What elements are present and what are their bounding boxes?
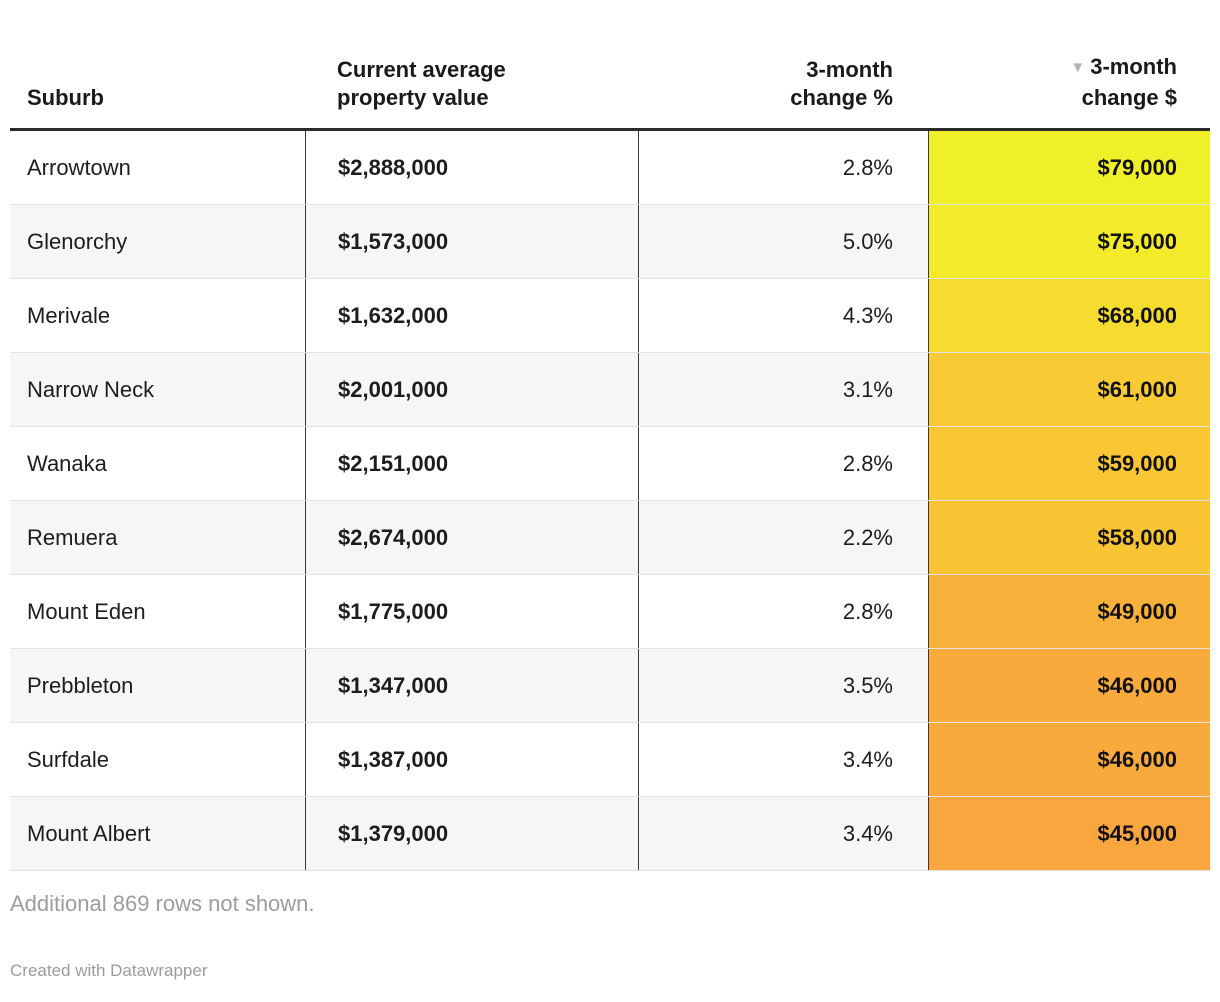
column-header-change-dollar[interactable]: ▼ 3-month change $ — [928, 53, 1210, 128]
cell-current-value: $2,888,000 — [305, 131, 638, 204]
table-row: Remuera $2,674,000 2.2% $58,000 — [10, 501, 1210, 575]
cell-change-dollar: $79,000 — [928, 131, 1210, 204]
cell-suburb: Prebbleton — [27, 672, 134, 698]
table-row: Merivale $1,632,000 4.3% $68,000 — [10, 279, 1210, 353]
cell-change-pct: 3.4% — [638, 797, 928, 870]
cell-current-value: $1,379,000 — [305, 797, 638, 870]
cell-change-pct: 3.4% — [638, 723, 928, 796]
table-row: Mount Eden $1,775,000 2.8% $49,000 — [10, 575, 1210, 649]
property-value-table: Suburb Current average property value 3-… — [10, 0, 1210, 871]
datawrapper-credit-link[interactable]: Created with Datawrapper — [10, 961, 208, 980]
cell-change-pct: 4.3% — [638, 279, 928, 352]
table-row: Glenorchy $1,573,000 5.0% $75,000 — [10, 205, 1210, 279]
table-row: Prebbleton $1,347,000 3.5% $46,000 — [10, 649, 1210, 723]
cell-suburb: Glenorchy — [27, 228, 128, 254]
cell-change-dollar: $68,000 — [928, 279, 1210, 352]
cell-suburb: Wanaka — [27, 450, 107, 476]
table-row: Wanaka $2,151,000 2.8% $59,000 — [10, 427, 1210, 501]
column-header-current-value-line1: Current average — [337, 57, 506, 82]
cell-current-value: $2,674,000 — [305, 501, 638, 574]
cell-current-value: $2,151,000 — [305, 427, 638, 500]
cell-change-pct: 3.5% — [638, 649, 928, 722]
table-row: Narrow Neck $2,001,000 3.1% $61,000 — [10, 353, 1210, 427]
table-row: Mount Albert $1,379,000 3.4% $45,000 — [10, 797, 1210, 871]
column-header-change-pct-line2: change % — [790, 85, 893, 110]
column-header-change-dollar-line2: change $ — [1081, 85, 1177, 110]
cell-change-dollar: $45,000 — [928, 797, 1210, 870]
column-header-change-pct[interactable]: 3-month change % — [638, 56, 928, 128]
cell-suburb: Merivale — [27, 302, 111, 328]
cell-current-value: $1,632,000 — [305, 279, 638, 352]
cell-suburb: Mount Eden — [27, 598, 146, 624]
cell-change-dollar: $46,000 — [928, 649, 1210, 722]
rows-not-shown-note: Additional 869 rows not shown. — [10, 891, 315, 916]
column-header-current-value-line2: property value — [337, 85, 489, 110]
cell-change-pct: 5.0% — [638, 205, 928, 278]
sort-descending-icon: ▼ — [1070, 59, 1086, 76]
cell-suburb: Arrowtown — [27, 154, 131, 180]
cell-change-dollar: $59,000 — [928, 427, 1210, 500]
cell-change-pct: 2.8% — [638, 427, 928, 500]
column-header-change-pct-line1: 3-month — [806, 57, 893, 82]
cell-change-pct: 2.8% — [638, 131, 928, 204]
column-header-change-dollar-line1: 3-month — [1090, 54, 1177, 79]
cell-suburb: Narrow Neck — [27, 376, 155, 402]
cell-change-pct: 2.8% — [638, 575, 928, 648]
column-header-suburb-label: Suburb — [27, 85, 104, 110]
cell-current-value: $1,573,000 — [305, 205, 638, 278]
column-header-current-value[interactable]: Current average property value — [305, 56, 638, 128]
table-body: Arrowtown $2,888,000 2.8% $79,000 Glenor… — [10, 131, 1210, 871]
cell-change-dollar: $75,000 — [928, 205, 1210, 278]
table-header-row: Suburb Current average property value 3-… — [10, 0, 1210, 131]
table-row: Arrowtown $2,888,000 2.8% $79,000 — [10, 131, 1210, 205]
cell-change-pct: 2.2% — [638, 501, 928, 574]
cell-change-dollar: $46,000 — [928, 723, 1210, 796]
cell-suburb: Surfdale — [27, 746, 109, 772]
cell-current-value: $1,347,000 — [305, 649, 638, 722]
cell-change-dollar: $61,000 — [928, 353, 1210, 426]
cell-change-pct: 3.1% — [638, 353, 928, 426]
cell-suburb: Remuera — [27, 524, 118, 550]
cell-suburb: Mount Albert — [27, 820, 151, 846]
cell-current-value: $1,387,000 — [305, 723, 638, 796]
table-row: Surfdale $1,387,000 3.4% $46,000 — [10, 723, 1210, 797]
cell-change-dollar: $58,000 — [928, 501, 1210, 574]
cell-change-dollar: $49,000 — [928, 575, 1210, 648]
cell-current-value: $1,775,000 — [305, 575, 638, 648]
column-header-suburb[interactable]: Suburb — [10, 84, 305, 128]
cell-current-value: $2,001,000 — [305, 353, 638, 426]
